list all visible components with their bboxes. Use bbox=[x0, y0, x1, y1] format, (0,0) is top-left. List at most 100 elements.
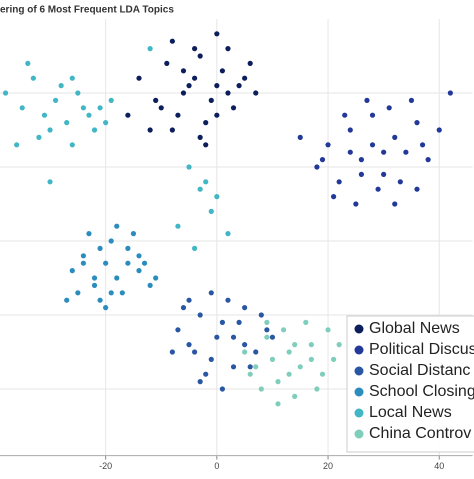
point bbox=[325, 327, 331, 333]
point bbox=[14, 142, 20, 148]
point bbox=[297, 134, 303, 140]
point bbox=[319, 371, 326, 377]
point bbox=[69, 268, 75, 274]
point bbox=[180, 68, 187, 74]
point bbox=[175, 223, 181, 229]
point bbox=[397, 179, 403, 185]
x-tick-label: 40 bbox=[434, 461, 444, 471]
point bbox=[314, 164, 320, 170]
point bbox=[125, 260, 131, 266]
point bbox=[347, 149, 353, 155]
legend-label: Global News bbox=[369, 320, 460, 337]
point bbox=[169, 127, 175, 133]
point bbox=[114, 223, 120, 229]
point bbox=[25, 60, 31, 66]
point bbox=[64, 297, 70, 303]
point bbox=[175, 112, 181, 118]
point bbox=[436, 127, 442, 133]
point bbox=[75, 290, 81, 296]
x-tick-label: -20 bbox=[99, 461, 112, 471]
point bbox=[219, 68, 225, 74]
point bbox=[114, 275, 120, 281]
point bbox=[197, 186, 203, 192]
point bbox=[331, 356, 337, 362]
point bbox=[375, 186, 381, 192]
point bbox=[192, 245, 198, 251]
point bbox=[69, 142, 75, 148]
point bbox=[80, 260, 86, 266]
point bbox=[53, 97, 59, 103]
point bbox=[225, 90, 231, 96]
point bbox=[214, 112, 220, 118]
point bbox=[153, 275, 159, 281]
point bbox=[214, 31, 220, 37]
legend-marker bbox=[354, 429, 364, 439]
point bbox=[186, 297, 192, 303]
point bbox=[353, 201, 359, 207]
point bbox=[425, 157, 431, 163]
point bbox=[264, 327, 270, 333]
point bbox=[97, 297, 103, 303]
point bbox=[147, 282, 153, 288]
point bbox=[86, 231, 92, 237]
point bbox=[136, 75, 142, 81]
point bbox=[103, 260, 109, 266]
point bbox=[214, 334, 220, 340]
point bbox=[208, 356, 214, 362]
point bbox=[242, 305, 248, 311]
point bbox=[203, 142, 209, 148]
point bbox=[308, 342, 314, 348]
point bbox=[286, 349, 292, 355]
point bbox=[175, 327, 181, 333]
point bbox=[208, 97, 214, 103]
legend-label: School Closing bbox=[369, 383, 474, 400]
point bbox=[414, 120, 420, 126]
point bbox=[103, 120, 109, 126]
point bbox=[197, 379, 203, 385]
point bbox=[269, 334, 276, 340]
point bbox=[58, 83, 64, 89]
point bbox=[280, 327, 287, 333]
legend-marker bbox=[354, 408, 364, 418]
chart-title: ering of 6 Most Frequent LDA Topics bbox=[0, 5, 174, 16]
legend-marker bbox=[354, 387, 364, 397]
point bbox=[192, 46, 198, 52]
point bbox=[91, 282, 98, 288]
point bbox=[153, 97, 159, 103]
point bbox=[275, 401, 281, 407]
point bbox=[319, 157, 326, 163]
legend-marker bbox=[354, 366, 364, 376]
point bbox=[203, 120, 209, 126]
point bbox=[408, 97, 415, 103]
point bbox=[225, 231, 231, 237]
point bbox=[275, 379, 281, 385]
point bbox=[314, 386, 320, 392]
point bbox=[236, 83, 242, 89]
point bbox=[258, 386, 264, 392]
point bbox=[80, 253, 86, 259]
point bbox=[219, 319, 225, 325]
point bbox=[30, 75, 36, 81]
point bbox=[419, 142, 426, 148]
legend-marker bbox=[354, 345, 364, 355]
point bbox=[247, 60, 253, 66]
point bbox=[136, 253, 142, 259]
point bbox=[169, 38, 175, 44]
point bbox=[253, 90, 259, 96]
point bbox=[36, 134, 42, 140]
point bbox=[130, 231, 137, 237]
point bbox=[97, 105, 103, 111]
point bbox=[253, 349, 259, 355]
point bbox=[264, 319, 270, 325]
point bbox=[308, 356, 314, 362]
legend-label: Political Discus bbox=[369, 341, 474, 358]
legend-marker bbox=[354, 324, 364, 334]
point bbox=[192, 349, 198, 355]
point bbox=[336, 179, 342, 185]
point bbox=[392, 134, 398, 140]
point bbox=[158, 105, 164, 111]
point bbox=[197, 312, 203, 318]
point bbox=[180, 305, 187, 311]
point bbox=[80, 105, 86, 111]
point bbox=[103, 305, 109, 311]
